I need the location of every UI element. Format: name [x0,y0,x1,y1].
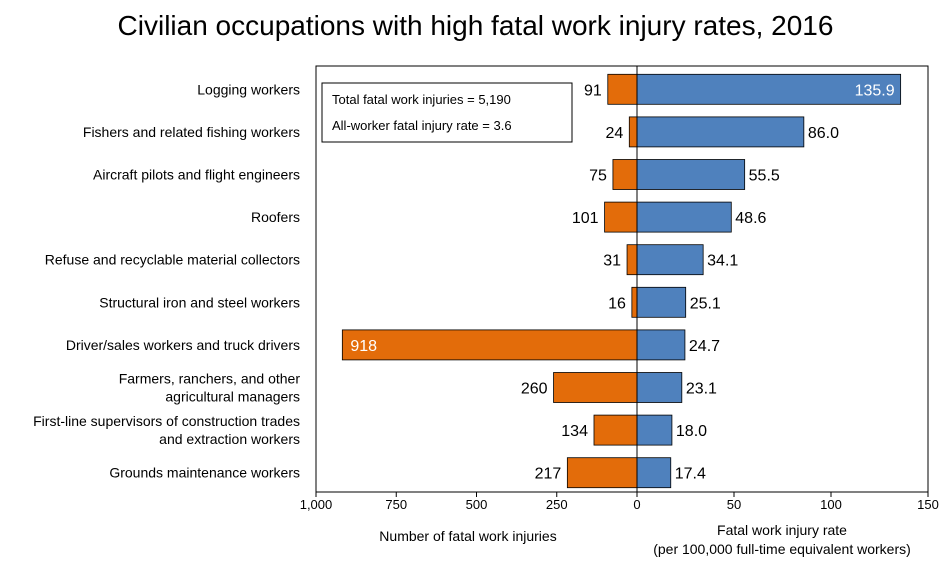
injury-bar [607,73,638,105]
injury-value-label: 260 [521,381,548,398]
tick-label: 50 [727,497,741,512]
rate-bar [636,244,704,276]
rate-bar [636,414,673,446]
tick-label: 250 [546,497,568,512]
all-worker-rate-text: All-worker fatal injury rate = 3.6 [332,118,512,133]
axes: 1,000 750 500 250 0 50 100 150 Number of fatal w… [300,65,939,557]
tick-label: 500 [466,497,488,512]
tick-label: 750 [385,497,407,512]
injury-value-label: 91 [584,82,602,99]
injury-value-label: 101 [572,210,599,227]
injury-bar [631,286,638,318]
category-label: Roofers [251,209,300,225]
rate-value-label: 135.9 [855,82,895,99]
injury-bar [604,201,638,233]
category-labels: Logging workers Fishers and related fishi… [33,81,300,480]
category-label-line: Fishers and related fishing workers [83,124,300,140]
rate-bar [636,116,805,148]
rate-bar [636,457,672,489]
category-label: Farmers, ranchers, and other agricultural… [119,371,301,405]
category-label-line: Aircraft pilots and flight engineers [93,167,300,183]
rate-bar [636,372,683,403]
category-label-line: agricultural managers [165,389,300,405]
category-label-line: Logging workers [197,81,300,97]
category-label: Driver/sales workers and truck drivers [66,337,300,353]
rate-value-label: 23.1 [686,381,717,398]
injury-value-label: 217 [535,466,562,483]
injury-value-label: 75 [589,168,607,185]
rate-value-label: 55.5 [749,168,780,185]
right-axis-title: Fatal work injury rate [717,522,847,538]
tick-label: 1,000 [300,497,333,512]
category-label-line: Driver/sales workers and truck drivers [66,337,300,353]
category-label-line: Structural iron and steel workers [99,294,300,310]
info-box: Total fatal work injuries = 5,190 All-wor… [321,82,573,143]
rate-value-label: 24.7 [689,338,720,355]
category-label-line: Refuse and recyclable material collector… [45,252,300,268]
injury-bar [628,116,638,148]
category-label-line: First-line supervisors of construction t… [33,413,300,429]
rate-value-label: 48.6 [735,210,766,227]
rate-value-label: 17.4 [675,466,706,483]
category-label: Refuse and recyclable material collector… [45,252,300,268]
injury-value-label: 31 [603,253,621,270]
injury-value-label: 134 [561,423,588,440]
category-label: Logging workers [197,81,300,97]
rate-value-label: 34.1 [707,253,738,270]
category-label: Fishers and related fishing workers [83,124,300,140]
rate-bar [636,73,902,105]
category-label: Structural iron and steel workers [99,294,300,310]
total-injuries-text: Total fatal work injuries = 5,190 [332,92,511,107]
injury-bar [593,414,638,446]
plot-frame [315,65,929,493]
category-label-line: Roofers [251,209,300,225]
tick-label: 100 [820,497,842,512]
rate-value-label: 18.0 [676,423,707,440]
injury-value-label: 24 [605,125,623,142]
tick-label: 0 [633,497,640,512]
injury-value-label: 16 [608,295,626,312]
info-box-frame [321,82,573,143]
rate-value-label: 86.0 [808,125,839,142]
tick-label: 150 [917,497,939,512]
rate-bar [636,286,687,318]
category-label-line: and extraction workers [159,431,300,447]
category-label-line: Farmers, ranchers, and other [119,371,301,387]
injury-bar [566,457,638,489]
rate-bar [636,159,746,190]
rate-value-label: 25.1 [690,295,721,312]
category-label: First-line supervisors of construction t… [33,413,300,447]
bars [341,73,902,489]
injury-bar [626,244,638,276]
left-axis-title: Number of fatal work injuries [379,528,556,544]
injury-value-label: 918 [350,338,377,355]
rate-bar [636,201,732,233]
rate-bar [636,329,686,361]
right-axis-subtitle: (per 100,000 full-time equivalent worker… [653,541,911,557]
injury-bar [341,329,638,361]
value-labels: 91 135.9 24 86.0 75 55.5 101 48.6 31 34.1 16 25.1 91… [350,82,894,482]
injury-bar [612,159,638,190]
chart-title: Civilian occupations with high fatal wor… [117,10,834,41]
category-label: Aircraft pilots and flight engineers [93,167,300,183]
category-label-line: Grounds maintenance workers [109,465,300,481]
category-label: Grounds maintenance workers [109,465,300,481]
injury-bar [553,372,638,403]
